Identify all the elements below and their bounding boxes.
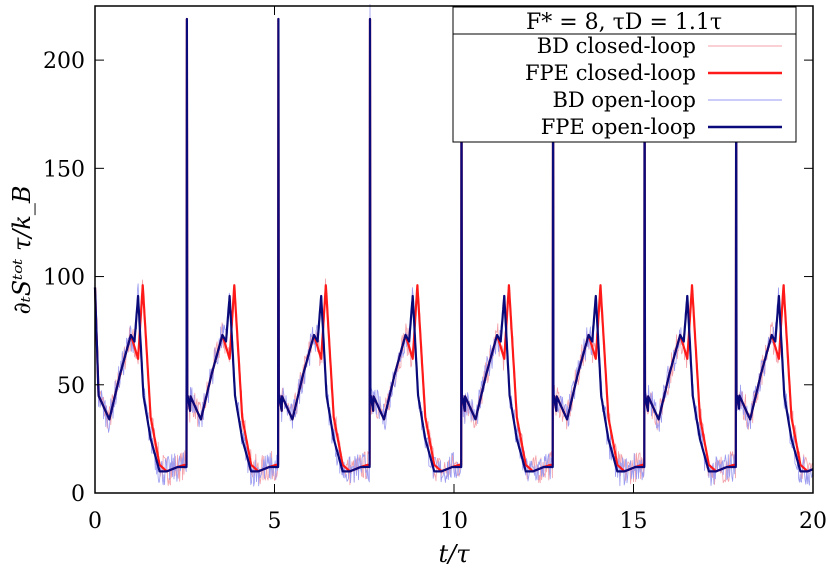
y-tick-label: 200 [43,49,85,74]
x-tick-label: 10 [440,509,468,534]
x-tick-label: 20 [799,509,827,534]
legend-title: F* = 8, τD = 1.1τ [526,10,722,35]
y-axis-label: ∂ₜSᵗᵒᵗ τ/k_B [8,185,36,314]
legend-box [452,6,797,143]
legend-label-bd-closed: BD closed-loop [537,34,696,58]
y-tick-label: 50 [57,374,85,399]
series-line-fpe-open-loop [93,17,814,473]
x-tick-label: 15 [620,509,648,534]
x-tick-label: 0 [88,509,102,534]
x-tick-label: 5 [268,509,282,534]
plot-area [93,4,814,487]
y-tick-label: 150 [43,157,85,182]
legend-label-fpe-closed: FPE closed-loop [525,61,696,85]
y-tick-label: 0 [71,482,85,507]
legend: F* = 8, τD = 1.1τ BD closed-loop FPE clo… [452,6,797,143]
legend-label-fpe-open: FPE open-loop [541,115,696,139]
legend-label-bd-open: BD open-loop [552,88,696,112]
x-axis-label: t/τ [438,540,470,568]
y-tick-label: 100 [43,266,85,291]
